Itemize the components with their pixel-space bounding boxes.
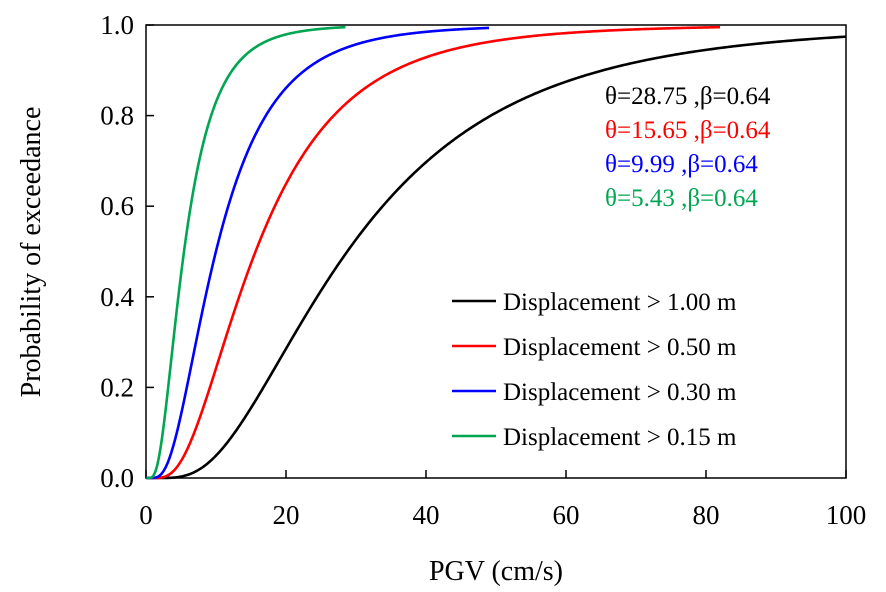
y-axis-ticks: 0.0 0.2 0.4 0.6 0.8 1.0 [100,10,154,493]
x-tick-label: 100 [826,500,867,530]
y-tick-label: 0.6 [100,191,134,221]
param-annotation-1: θ=28.75 ,β=0.64 [605,83,771,110]
legend: Displacement > 1.00 m Displacement > 0.50… [452,289,737,451]
x-tick-label: 0 [139,500,153,530]
parameter-annotations: θ=28.75 ,β=0.64 θ=15.65 ,β=0.64 θ=9.99 ,β=… [605,83,771,212]
legend-label-4: Displacement > 0.15 m [503,424,737,451]
y-tick-label: 0.0 [100,463,134,493]
plot-area [145,24,847,479]
x-tick-label: 40 [413,500,440,530]
x-tick-label: 20 [273,500,300,530]
y-axis-title: Probability of exceedance [16,107,47,398]
y-tick-label: 0.2 [100,372,134,402]
param-annotation-4: θ=5.43 ,β=0.64 [605,185,758,212]
x-axis-title: PGV (cm/s) [429,556,563,587]
param-annotation-2: θ=15.65 ,β=0.64 [605,117,771,144]
legend-label-2: Displacement > 0.50 m [503,334,737,361]
y-tick-label: 1.0 [100,10,134,40]
legend-label-3: Displacement > 0.30 m [503,379,737,406]
series-line-1 [146,35,847,480]
series-line-2 [146,25,721,480]
legend-label-1: Displacement > 1.00 m [503,289,737,316]
y-tick-label: 0.8 [100,101,134,131]
x-tick-label: 60 [553,500,580,530]
x-axis-ticks: 0 20 40 60 80 100 [139,470,866,530]
param-annotation-3: θ=9.99 ,β=0.64 [605,151,758,178]
y-tick-label: 0.4 [100,282,134,312]
series-line-4 [145,25,347,480]
series-curves [145,25,847,480]
x-tick-label: 80 [693,500,720,530]
series-line-3 [145,26,490,480]
